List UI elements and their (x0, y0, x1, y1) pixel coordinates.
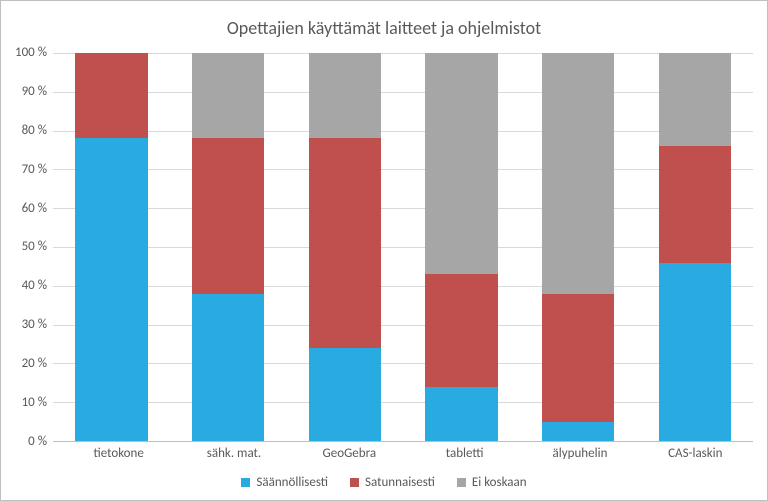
bar-segment (542, 53, 614, 294)
x-tick-label: CAS-laskin (638, 446, 753, 461)
x-tick-label: sähk. mat. (176, 446, 291, 461)
bar-slot (53, 53, 170, 441)
bar-segment (425, 53, 497, 274)
legend-label: Ei koskaan (472, 475, 527, 490)
chart-container: Opettajien käyttämät laitteet ja ohjelmi… (0, 0, 768, 501)
y-axis: 100 % 90 % 80 % 70 % 60 % 50 % 40 % 30 %… (15, 53, 53, 442)
bar-segment (542, 294, 614, 422)
bar (659, 53, 731, 441)
bar-segment (659, 146, 731, 262)
legend: Säännöllisesti Satunnaisesti Ei koskaan (15, 461, 753, 490)
bar (192, 53, 264, 441)
bars (53, 53, 753, 441)
legend-swatch-icon (457, 478, 466, 487)
plot-area: 100 % 90 % 80 % 70 % 60 % 50 % 40 % 30 %… (15, 53, 753, 442)
bar-segment (309, 348, 381, 441)
bar (75, 53, 147, 441)
bar (309, 53, 381, 441)
legend-item: Satunnaisesti (350, 475, 435, 490)
legend-item: Ei koskaan (457, 475, 527, 490)
bar (542, 53, 614, 441)
bar-segment (425, 274, 497, 387)
bar (425, 53, 497, 441)
legend-label: Säännöllisesti (256, 475, 328, 490)
bar-slot (520, 53, 637, 441)
chart-title: Opettajien käyttämät laitteet ja ohjelmi… (15, 9, 753, 53)
bar-segment (75, 138, 147, 441)
bar-slot (170, 53, 287, 441)
bar-segment (192, 138, 264, 293)
bar-segment (659, 53, 731, 146)
bar-segment (192, 53, 264, 138)
bar-segment (192, 294, 264, 441)
bar-segment (309, 138, 381, 348)
legend-swatch-icon (241, 478, 250, 487)
bar-slot (403, 53, 520, 441)
x-tick-label: GeoGebra (292, 446, 407, 461)
bar-segment (425, 387, 497, 441)
legend-item: Säännöllisesti (241, 475, 328, 490)
bar-slot (286, 53, 403, 441)
x-axis: tietokonesähk. mat.GeoGebratablettiälypu… (15, 446, 753, 461)
legend-swatch-icon (350, 478, 359, 487)
plot (53, 53, 753, 442)
bar-segment (75, 53, 147, 138)
x-tick-label: älypuhelin (522, 446, 637, 461)
bar-segment (309, 53, 381, 138)
x-tick-label: tietokone (61, 446, 176, 461)
bar-segment (542, 422, 614, 441)
x-tick-label: tabletti (407, 446, 522, 461)
bar-segment (659, 263, 731, 441)
legend-label: Satunnaisesti (365, 475, 435, 490)
bar-slot (636, 53, 753, 441)
